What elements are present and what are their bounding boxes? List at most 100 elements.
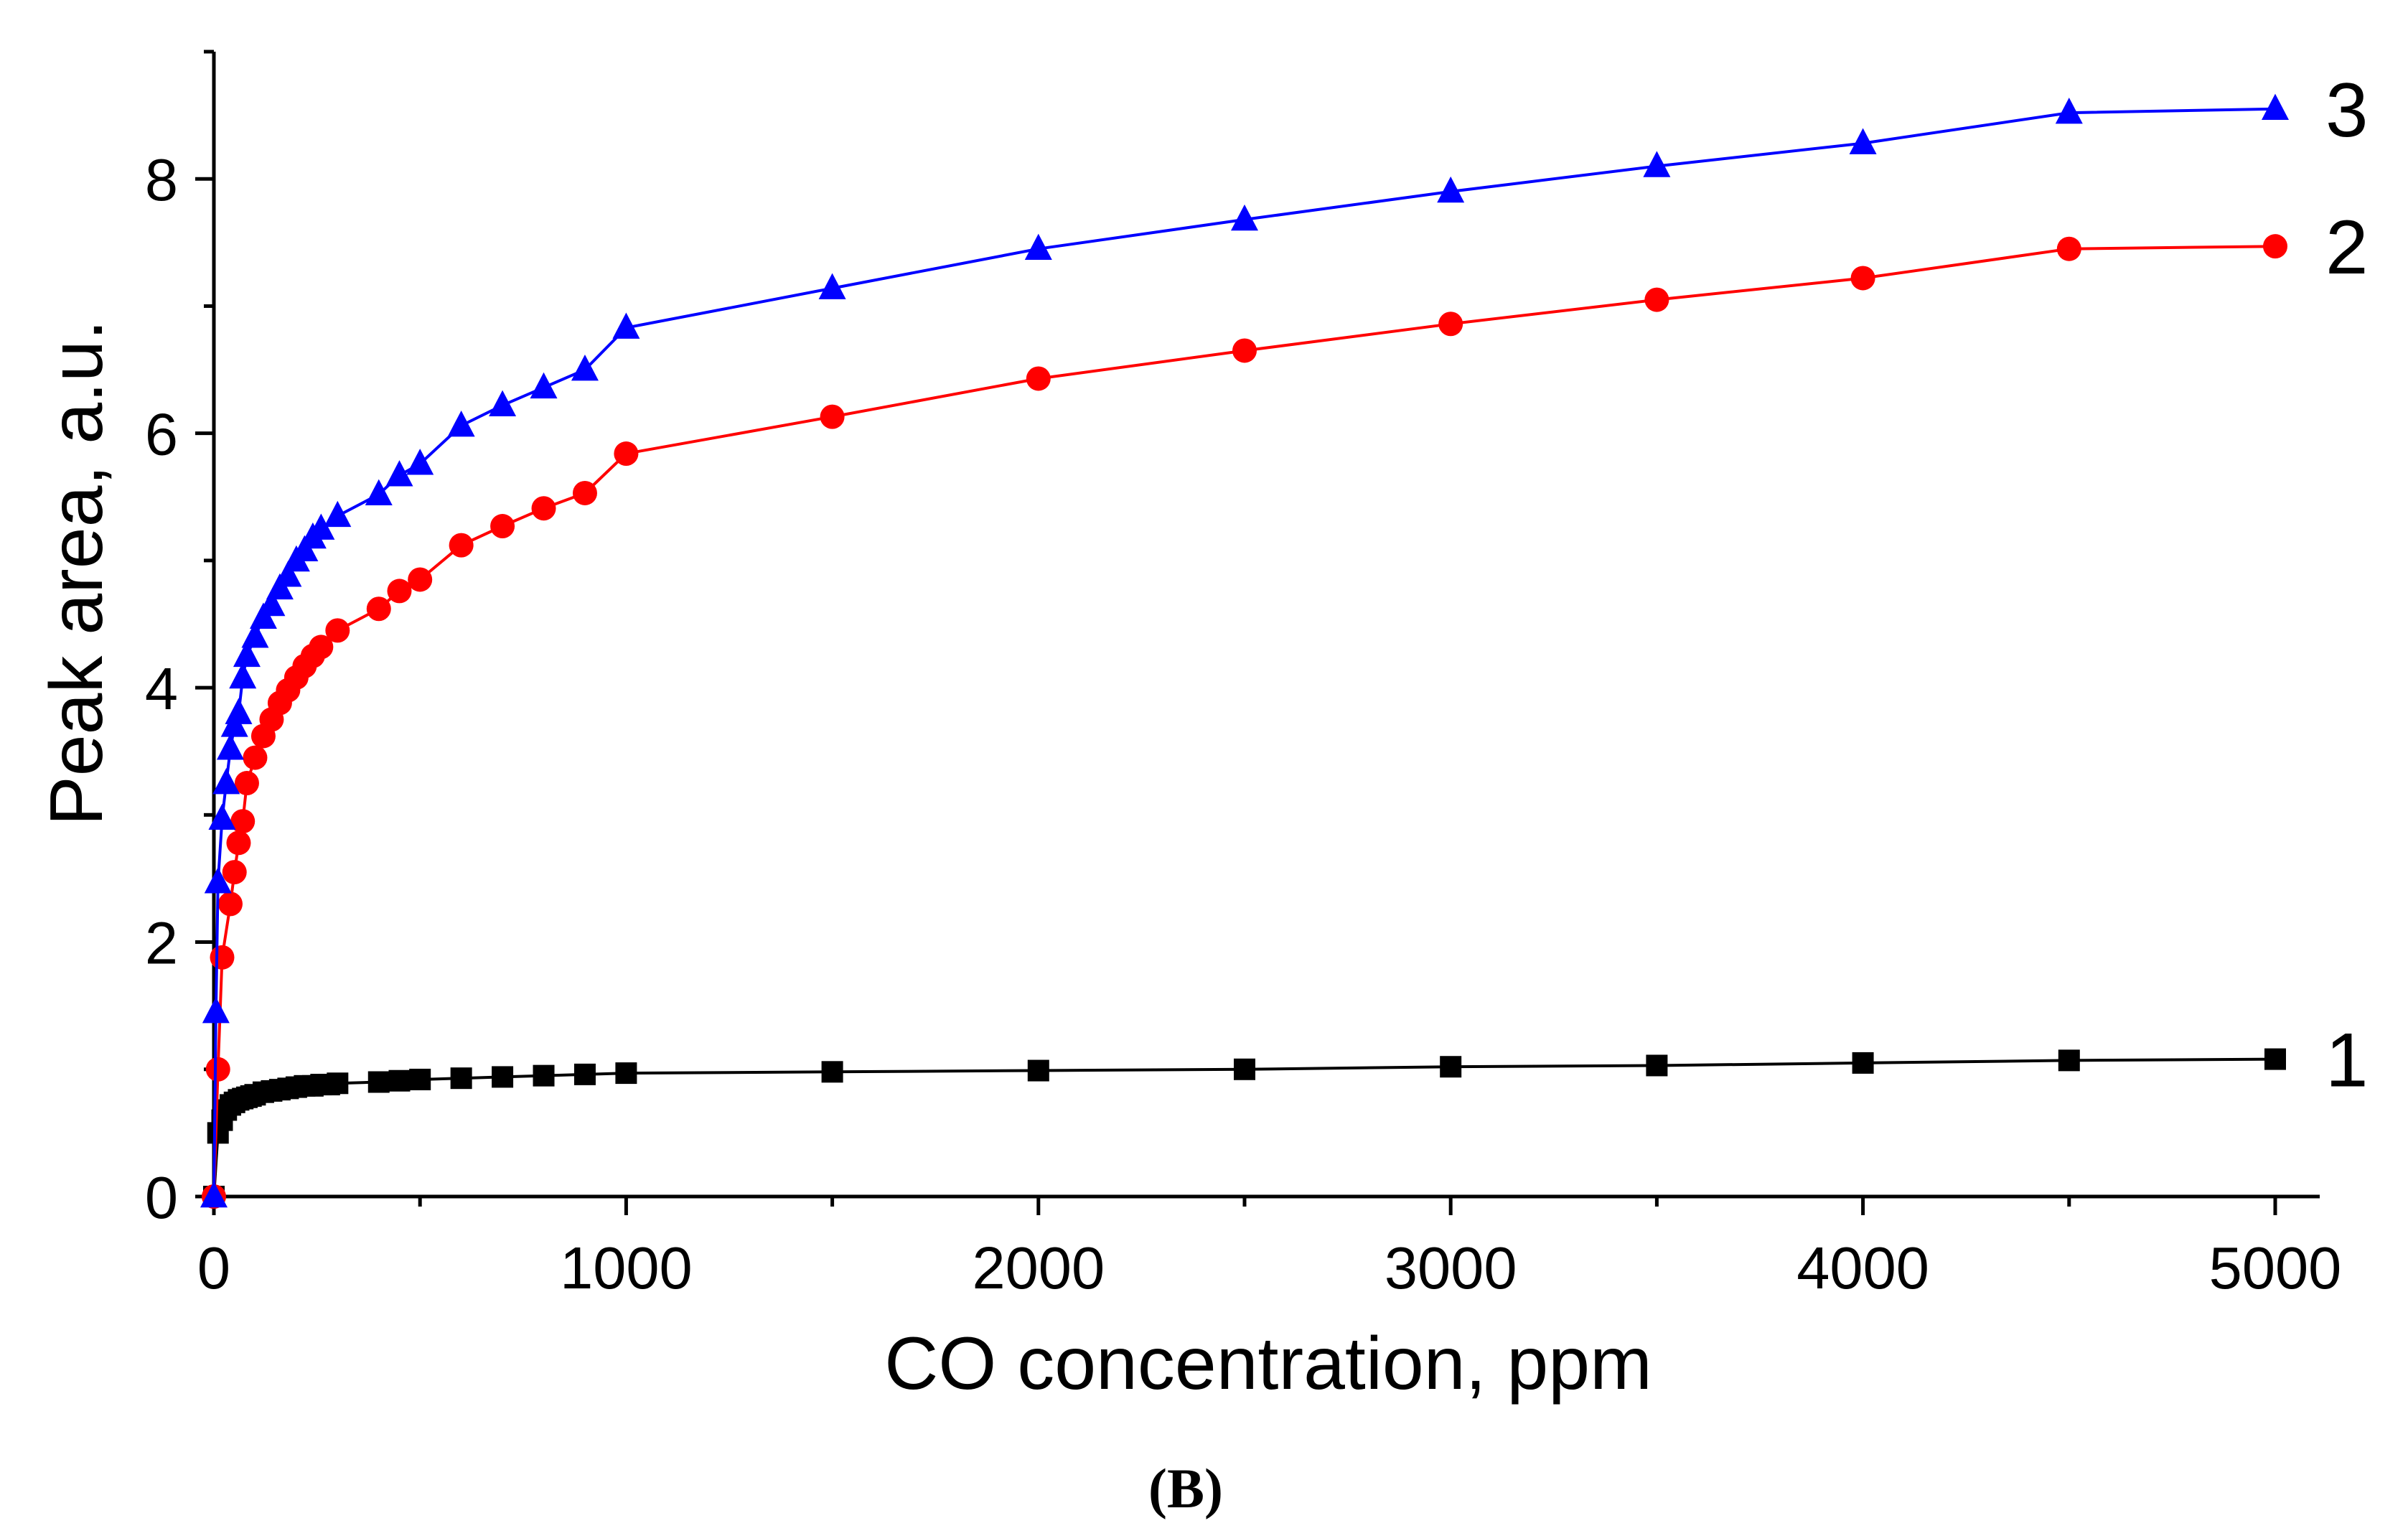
data-point — [615, 1062, 637, 1085]
data-point — [217, 891, 243, 917]
data-point — [820, 404, 845, 429]
data-point — [234, 771, 259, 796]
data-point — [230, 809, 256, 834]
data-point — [385, 460, 413, 487]
data-point — [216, 734, 244, 760]
data-point — [490, 514, 515, 539]
y-tick-label: 2 — [145, 910, 178, 977]
x-tick-label: 1000 — [560, 1235, 693, 1301]
data-point — [530, 372, 558, 399]
data-point — [1438, 312, 1463, 337]
data-point — [367, 1071, 390, 1093]
data-point — [2055, 97, 2083, 124]
series-1 — [203, 1048, 2286, 1207]
y-axis-title: Peak area, a.u. — [35, 319, 118, 825]
data-point — [1024, 233, 1052, 260]
data-point — [450, 1067, 472, 1090]
data-point — [821, 1061, 843, 1083]
data-point — [1234, 1058, 1255, 1080]
data-point — [325, 618, 350, 643]
data-point — [612, 312, 640, 339]
data-point — [1437, 176, 1465, 203]
x-axis-title: CO concentration, ppm — [884, 1322, 1652, 1405]
data-point — [2058, 1049, 2080, 1072]
data-point — [387, 579, 412, 604]
data-point — [409, 1068, 431, 1090]
data-point — [533, 1064, 555, 1087]
y-tick-label: 6 — [145, 401, 178, 468]
x-tick-label: 0 — [197, 1235, 230, 1301]
data-point — [2262, 93, 2289, 121]
data-point — [208, 803, 236, 830]
data-point — [327, 1072, 349, 1095]
data-point — [408, 567, 433, 592]
data-point — [1440, 1056, 1462, 1078]
data-point — [241, 622, 269, 648]
data-point — [2263, 234, 2287, 259]
data-point — [365, 479, 393, 506]
data-point — [243, 745, 268, 770]
x-tick-label: 3000 — [1385, 1235, 1517, 1301]
data-point — [1849, 128, 1877, 154]
x-tick-label: 4000 — [1796, 1235, 1929, 1301]
y-tick-label: 0 — [145, 1164, 178, 1231]
data-point — [449, 533, 474, 558]
x-tick-label: 5000 — [2209, 1235, 2342, 1301]
data-point — [225, 698, 253, 724]
data-point — [447, 410, 475, 437]
data-point — [2264, 1048, 2286, 1070]
series-layer — [200, 93, 2289, 1209]
data-point — [1643, 151, 1671, 177]
series-3 — [200, 93, 2289, 1208]
data-point — [1027, 1059, 1049, 1082]
data-point — [571, 354, 599, 381]
data-point — [573, 1063, 596, 1085]
y-tick-label: 8 — [145, 146, 178, 213]
data-point — [324, 500, 352, 528]
axes: 0 1000 2000 3000 4000 5000 0 2 4 6 8 — [145, 50, 2341, 1301]
series-labels: 1 2 3 — [2325, 67, 2369, 1103]
data-point — [212, 767, 240, 795]
data-point — [492, 1066, 514, 1088]
data-point — [366, 596, 391, 622]
data-point — [1850, 266, 1875, 291]
data-point — [204, 867, 232, 894]
data-point — [614, 441, 639, 467]
x-tick-label: 2000 — [972, 1235, 1105, 1301]
x-ticks: 0 1000 2000 3000 4000 5000 — [197, 1197, 2341, 1301]
data-point — [309, 635, 334, 660]
series-3-line — [212, 107, 2276, 1197]
data-point — [202, 996, 230, 1024]
data-point — [210, 945, 235, 970]
data-point — [1231, 204, 1258, 231]
data-point — [205, 1057, 230, 1082]
data-point — [200, 1181, 228, 1208]
data-point — [2056, 236, 2081, 261]
data-point — [1026, 366, 1051, 391]
series-label-2: 2 — [2325, 204, 2369, 290]
data-point — [572, 480, 597, 505]
data-point — [229, 662, 257, 689]
data-point — [818, 273, 846, 299]
series-2-line — [212, 245, 2276, 1197]
data-point — [388, 1069, 411, 1092]
data-point — [226, 830, 251, 856]
data-point — [406, 449, 434, 475]
data-point — [1646, 1054, 1668, 1077]
panel-label: (B) — [1148, 1457, 1223, 1520]
data-point — [531, 496, 556, 521]
series-2 — [202, 234, 2287, 1209]
data-point — [258, 589, 286, 617]
data-point — [1232, 338, 1257, 363]
data-point — [489, 390, 517, 416]
data-point — [307, 513, 335, 540]
data-point — [233, 640, 261, 668]
data-point — [222, 860, 247, 885]
data-point — [274, 561, 302, 587]
series-label-1: 1 — [2325, 1017, 2369, 1103]
data-point — [1644, 287, 1669, 312]
y-tick-label: 4 — [145, 655, 178, 722]
series-label-3: 3 — [2325, 67, 2369, 153]
data-point — [1852, 1052, 1874, 1074]
